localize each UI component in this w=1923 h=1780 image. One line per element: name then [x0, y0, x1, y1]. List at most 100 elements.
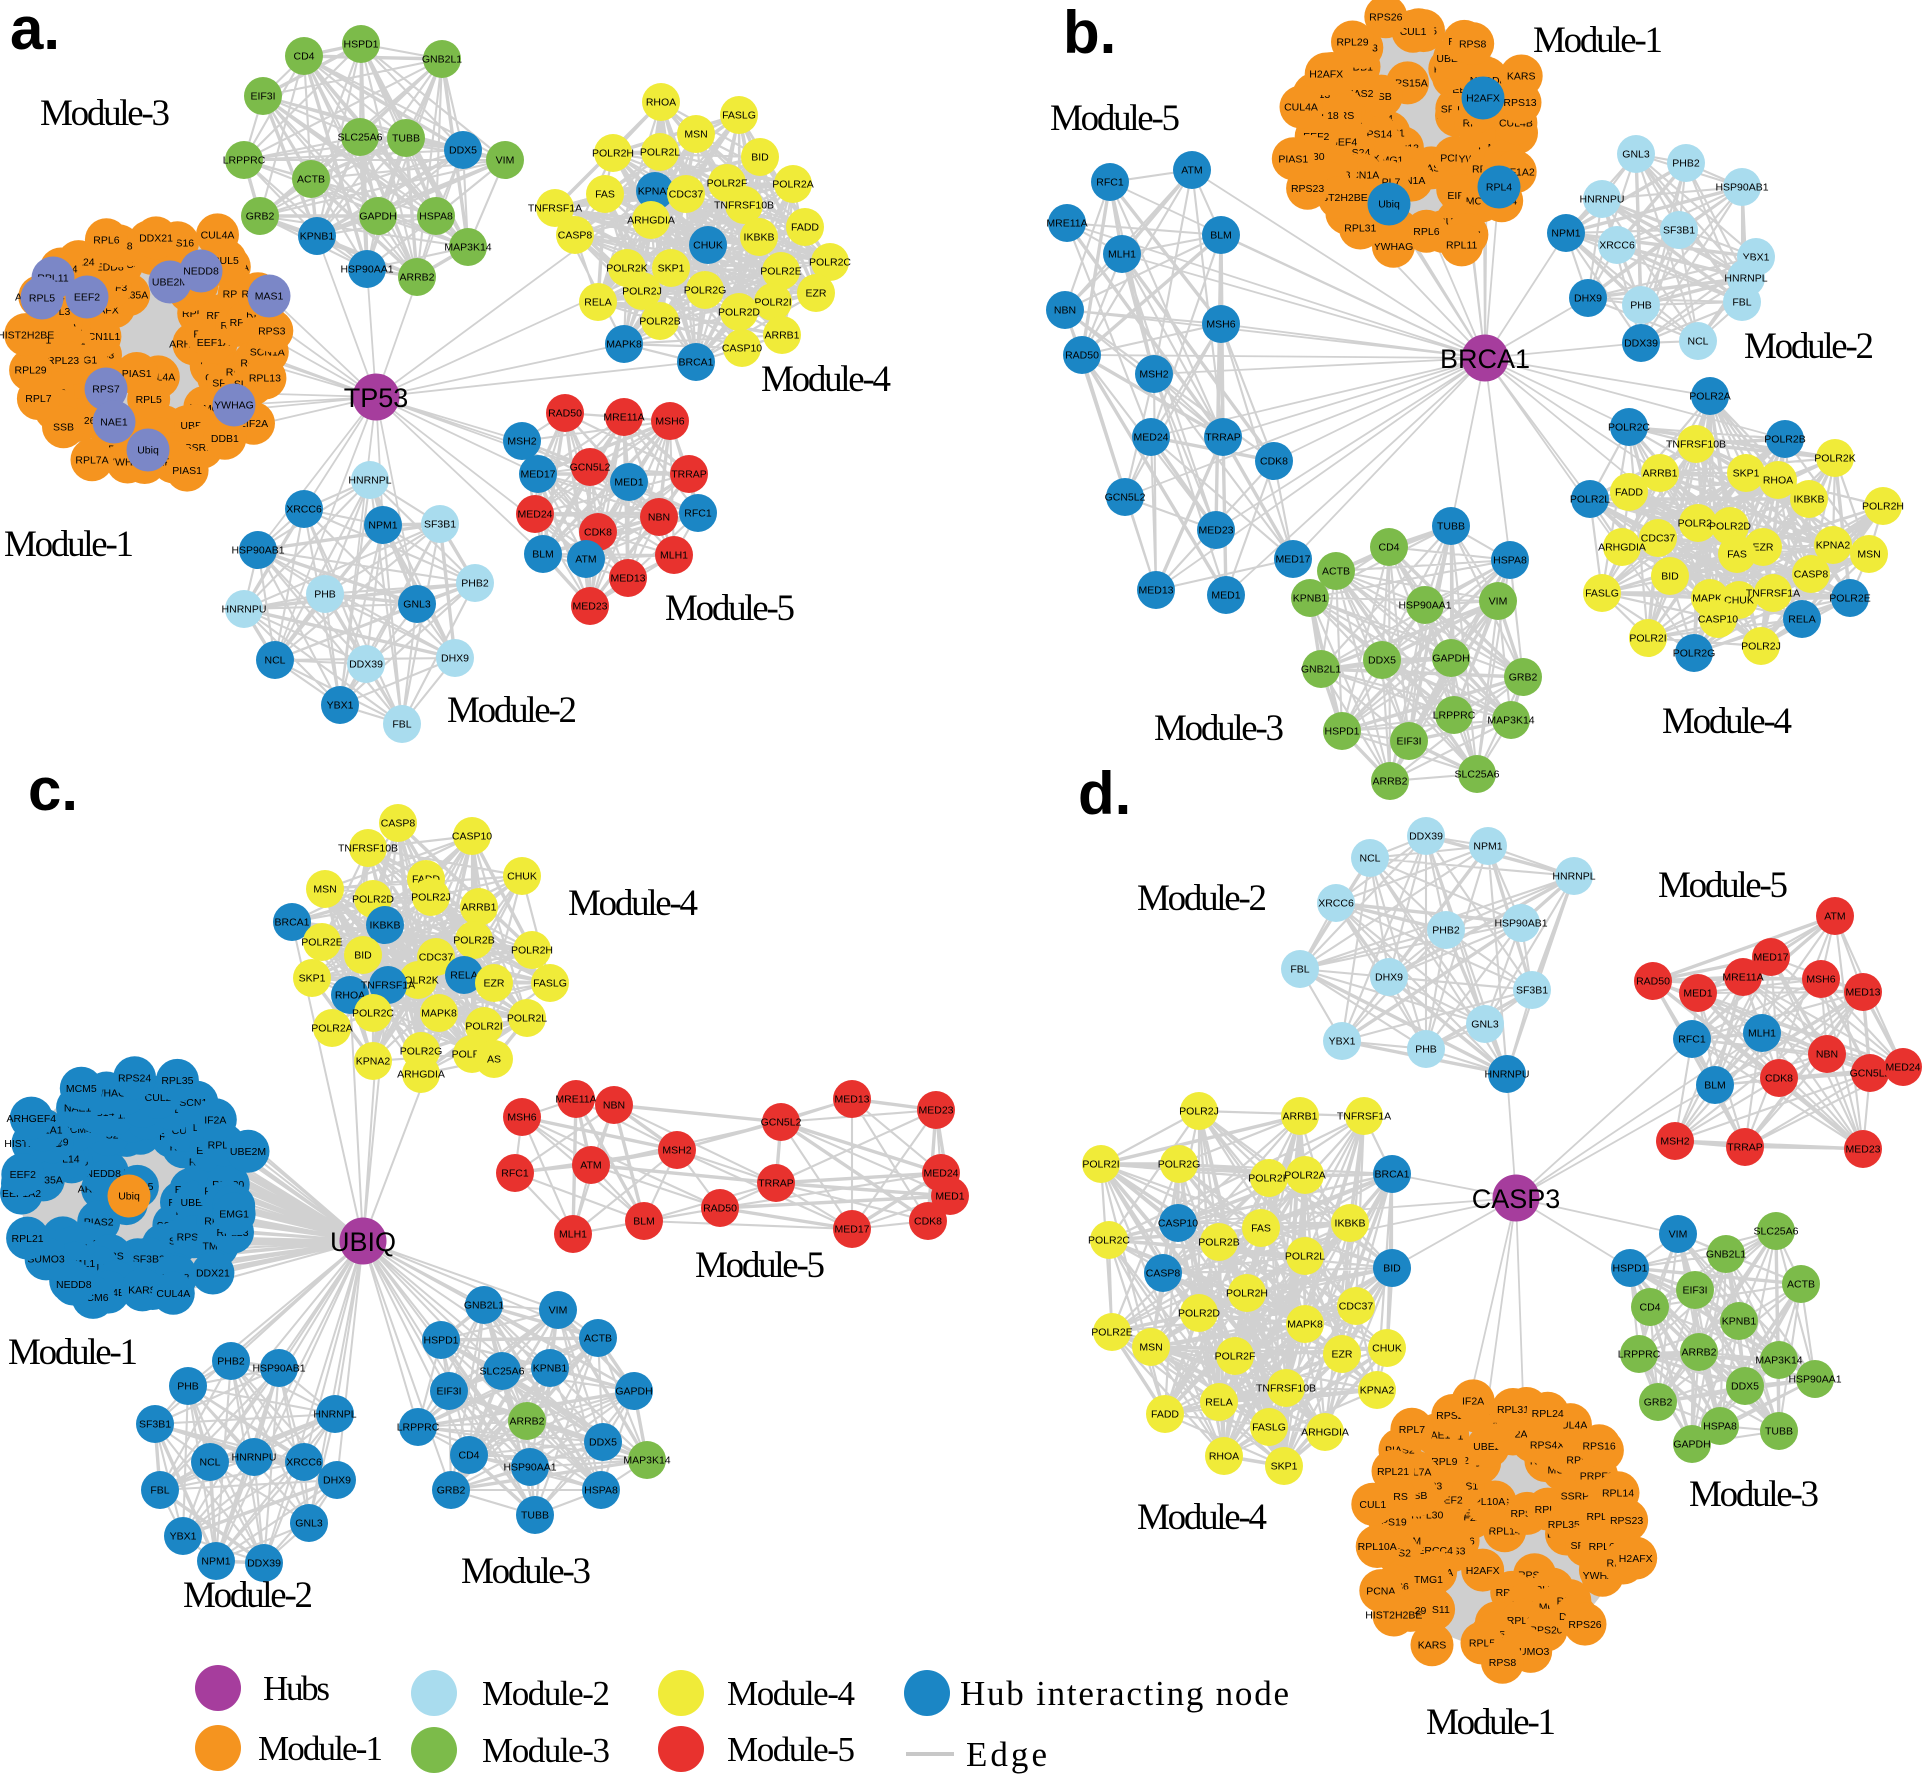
svg-text:HSPA8: HSPA8	[584, 1485, 618, 1497]
svg-text:VIM: VIM	[1669, 1229, 1688, 1241]
svg-text:RPL7A: RPL7A	[75, 454, 108, 466]
svg-text:NPM1: NPM1	[1551, 228, 1580, 240]
svg-text:TUBB: TUBB	[1437, 521, 1465, 533]
svg-text:HSPA8: HSPA8	[419, 211, 453, 223]
svg-text:CD4: CD4	[293, 51, 314, 63]
svg-text:MAP3K14: MAP3K14	[623, 1455, 670, 1467]
svg-text:PHB: PHB	[1630, 300, 1652, 312]
svg-text:RPL31: RPL31	[1497, 1404, 1529, 1416]
svg-text:Module-1: Module-1	[1426, 1702, 1556, 1743]
svg-text:RPS23: RPS23	[1610, 1515, 1643, 1527]
svg-text:ACTB: ACTB	[1322, 566, 1350, 578]
svg-text:PIAS1: PIAS1	[122, 368, 152, 380]
svg-text:FASLG: FASLG	[1585, 588, 1619, 600]
svg-text:CUL1: CUL1	[1400, 26, 1427, 38]
svg-text:MAP3K14: MAP3K14	[444, 242, 491, 254]
svg-text:H2AFX: H2AFX	[1619, 1553, 1653, 1565]
svg-text:EZR: EZR	[484, 978, 505, 990]
svg-text:BLM: BLM	[633, 1216, 655, 1228]
svg-text:MSN: MSN	[684, 129, 707, 141]
svg-text:Module-2: Module-2	[1744, 326, 1874, 367]
svg-text:Module-5: Module-5	[727, 1730, 855, 1769]
svg-text:CASP10: CASP10	[722, 343, 762, 355]
svg-text:CDK8: CDK8	[914, 1216, 942, 1228]
svg-text:Module-2: Module-2	[1137, 878, 1267, 919]
svg-text:POLR2G: POLR2G	[684, 285, 727, 297]
svg-text:POLR2B: POLR2B	[639, 316, 680, 328]
svg-text:EIF3I: EIF3I	[250, 91, 275, 103]
svg-text:ATM: ATM	[575, 554, 596, 566]
svg-text:TUBB: TUBB	[1765, 1426, 1793, 1438]
svg-text:FADD: FADD	[791, 222, 819, 234]
svg-text:RFC1: RFC1	[1096, 177, 1124, 189]
svg-text:POLR2G: POLR2G	[400, 1046, 443, 1058]
svg-text:NEDD8: NEDD8	[183, 266, 219, 278]
svg-text:H2AFX: H2AFX	[1309, 69, 1343, 81]
svg-text:POLR2H: POLR2H	[511, 945, 553, 957]
svg-text:MSN: MSN	[313, 884, 336, 896]
svg-text:YWHAG: YWHAG	[214, 400, 254, 412]
svg-text:MSH2: MSH2	[1139, 369, 1168, 381]
svg-text:RPL11: RPL11	[1446, 240, 1477, 252]
svg-text:Hub interacting node: Hub interacting node	[960, 1674, 1289, 1713]
svg-text:ARRB1: ARRB1	[1642, 468, 1677, 480]
svg-text:POLR2L: POLR2L	[1570, 494, 1610, 506]
svg-text:MAPK8: MAPK8	[421, 1008, 457, 1020]
svg-text:ARRB2: ARRB2	[1372, 776, 1407, 788]
svg-text:LRPPRC: LRPPRC	[397, 1422, 440, 1434]
svg-text:CD4: CD4	[1639, 1302, 1660, 1314]
svg-text:DDX39: DDX39	[1624, 338, 1658, 350]
svg-text:NBN: NBN	[1816, 1049, 1838, 1061]
svg-text:POLR2L: POLR2L	[1285, 1251, 1325, 1263]
svg-text:Module-2: Module-2	[447, 690, 577, 731]
svg-text:FBL: FBL	[150, 1485, 169, 1497]
svg-text:RELA: RELA	[584, 297, 611, 309]
svg-text:TNFRSF10B: TNFRSF10B	[338, 843, 398, 855]
svg-text:XRCC6: XRCC6	[1599, 240, 1635, 252]
svg-text:ARRB2: ARRB2	[399, 272, 434, 284]
svg-text:RPS7: RPS7	[92, 384, 120, 396]
svg-text:DDX39: DDX39	[247, 1558, 281, 1570]
svg-text:KARS: KARS	[128, 1285, 157, 1297]
svg-text:MSH2: MSH2	[507, 436, 536, 448]
svg-text:d.: d.	[1078, 760, 1131, 827]
svg-text:GNB2L1: GNB2L1	[464, 1300, 504, 1312]
svg-text:SF3B3: SF3B3	[133, 1254, 165, 1266]
svg-text:MAS1: MAS1	[255, 291, 284, 303]
svg-text:UBE2M: UBE2M	[230, 1146, 266, 1158]
svg-text:HSPD1: HSPD1	[343, 39, 378, 51]
svg-text:DHX9: DHX9	[441, 653, 469, 665]
svg-text:GAPDH: GAPDH	[359, 211, 396, 223]
svg-text:MLH1: MLH1	[660, 550, 688, 562]
svg-text:TUBB: TUBB	[392, 133, 420, 145]
svg-text:NBN: NBN	[648, 512, 670, 524]
svg-text:Module-3: Module-3	[482, 1731, 610, 1770]
svg-text:NPM1: NPM1	[1473, 841, 1502, 853]
svg-text:FAS: FAS	[1727, 549, 1747, 561]
svg-text:Module-5: Module-5	[665, 588, 795, 629]
svg-text:RPS26: RPS26	[1568, 1619, 1601, 1631]
svg-text:GCN5L2: GCN5L2	[1850, 1068, 1891, 1080]
svg-text:CDK8: CDK8	[1260, 456, 1288, 468]
svg-text:MSH6: MSH6	[655, 416, 684, 428]
svg-text:POLR2H: POLR2H	[1862, 501, 1904, 513]
svg-text:HNRNPU: HNRNPU	[232, 1452, 277, 1464]
svg-text:CASP8: CASP8	[381, 818, 416, 830]
svg-text:CASP10: CASP10	[1698, 614, 1738, 626]
svg-text:RPL6: RPL6	[93, 235, 119, 247]
svg-text:H2AFX: H2AFX	[1466, 1565, 1500, 1577]
svg-text:KPNB1: KPNB1	[533, 1363, 568, 1375]
svg-text:RFC1: RFC1	[1678, 1034, 1706, 1046]
svg-text:MED13: MED13	[1845, 987, 1880, 999]
svg-text:GRB2: GRB2	[246, 211, 275, 223]
svg-text:RHOA: RHOA	[335, 990, 365, 1002]
svg-text:BLM: BLM	[532, 549, 554, 561]
svg-text:POLR2E: POLR2E	[301, 937, 342, 949]
svg-text:ARHGDIA: ARHGDIA	[1598, 542, 1646, 554]
svg-text:AS: AS	[487, 1054, 501, 1066]
svg-text:ARHGEF4: ARHGEF4	[7, 1113, 57, 1125]
svg-text:MED24: MED24	[1885, 1062, 1920, 1074]
svg-text:CD4: CD4	[458, 1450, 479, 1462]
svg-text:LRPPRC: LRPPRC	[1433, 710, 1476, 722]
svg-text:CASP8: CASP8	[1146, 1268, 1181, 1280]
